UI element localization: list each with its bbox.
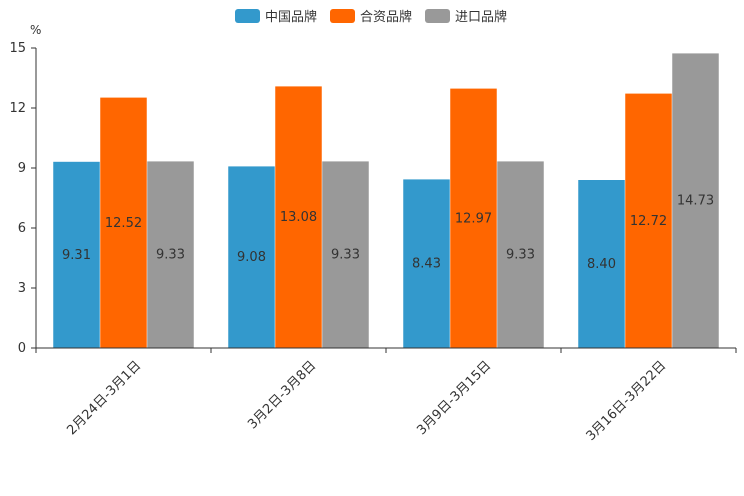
y-tick-label: 15 xyxy=(9,41,26,56)
legend-label: 进口品牌 xyxy=(455,9,507,25)
data-label: 8.43 xyxy=(412,257,441,272)
bar xyxy=(403,179,450,348)
legend: 中国品牌 合资品牌 进口品牌 xyxy=(235,9,507,25)
data-labels: 9.31 12.52 9.33 9.08 13.08 9.33 8.43 12.97 9.33 8… xyxy=(62,194,714,272)
legend-label: 中国品牌 xyxy=(265,9,317,25)
bar xyxy=(322,161,369,348)
data-label: 8.40 xyxy=(587,257,616,272)
legend-swatch xyxy=(330,9,355,23)
y-tick-label: 3 xyxy=(18,281,26,296)
bars xyxy=(53,53,719,349)
y-tick-label: 6 xyxy=(18,221,26,236)
bar xyxy=(228,166,275,348)
legend-swatch xyxy=(235,9,260,23)
data-label: 13.08 xyxy=(280,210,317,225)
bar xyxy=(625,93,672,348)
x-category-label: 3月16日-3月22日 xyxy=(584,358,670,444)
bar xyxy=(578,180,625,348)
legend-swatch xyxy=(425,9,450,23)
bar xyxy=(53,161,100,348)
bar xyxy=(275,86,322,349)
bar xyxy=(100,97,147,348)
data-label: 12.72 xyxy=(630,214,667,229)
data-label: 9.33 xyxy=(506,248,535,263)
x-category-label: 3月2日-3月8日 xyxy=(245,358,319,432)
x-category-label: 2月24日-3月1日 xyxy=(64,358,144,438)
bar xyxy=(450,88,497,348)
data-label: 9.33 xyxy=(331,248,360,263)
data-label: 9.33 xyxy=(156,248,185,263)
data-label: 12.97 xyxy=(455,211,492,226)
legend-label: 合资品牌 xyxy=(360,9,412,25)
bar xyxy=(672,53,719,349)
y-tick-label: 12 xyxy=(9,101,26,116)
y-axis-unit: % xyxy=(30,23,41,37)
data-label: 12.52 xyxy=(105,216,142,231)
x-axis: 2月24日-3月1日 3月2日-3月8日 3月9日-3月15日 3月16日-3月22日 xyxy=(35,347,737,444)
x-category-label: 3月9日-3月15日 xyxy=(414,358,494,438)
y-axis: 0 3 6 9 12 15 xyxy=(9,41,37,356)
bar xyxy=(147,161,194,348)
bar xyxy=(497,161,544,348)
y-tick-label: 9 xyxy=(18,161,26,176)
y-tick-label: 0 xyxy=(18,341,26,356)
data-label: 14.73 xyxy=(677,194,714,209)
data-label: 9.31 xyxy=(62,248,91,263)
data-label: 9.08 xyxy=(237,250,266,265)
